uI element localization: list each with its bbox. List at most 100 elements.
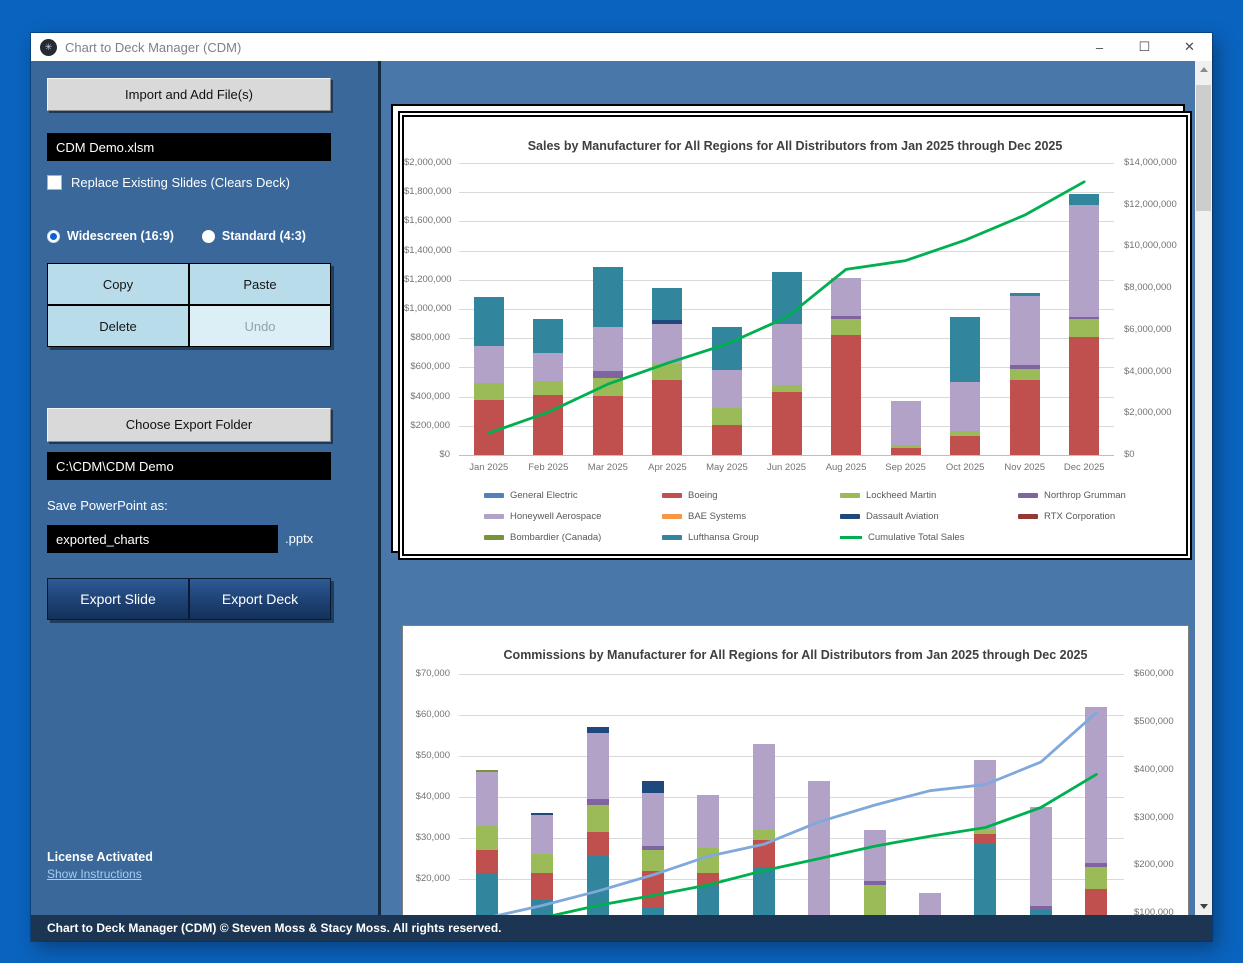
save-name-field[interactable]: exported_charts [47,525,278,553]
bar-segment [1085,706,1108,863]
bar-segment [711,408,742,426]
bar-segment [752,866,775,915]
gridline [459,250,1114,252]
export-path-field[interactable]: C:\CDM\CDM Demo [47,452,331,480]
bar-segment [1029,905,1052,910]
bar-segment [974,833,997,845]
bar-segment [531,872,554,900]
y-axis-tick-right: $4,000,000 [1124,365,1172,377]
gridline [459,756,1124,757]
bar-segment [652,319,683,325]
bar-segment [1069,319,1100,337]
replace-existing-checkbox[interactable] [47,175,62,190]
copy-button[interactable]: Copy [47,263,189,305]
export-slide-button[interactable]: Export Slide [47,578,189,620]
bar-segment [1069,205,1100,318]
y-axis-tick-left: $40,000 [415,791,450,802]
y-axis-tick-left: $2,000,000 [404,157,452,168]
y-axis-tick-right: $14,000,000 [1124,157,1177,168]
y-axis-tick-left: $50,000 [415,750,450,761]
legend-swatch [1018,493,1038,498]
scrollbar-thumb[interactable] [1196,85,1211,211]
chart-slide-commissions[interactable]: Commissions by Manufacturer for All Regi… [402,625,1189,915]
bar-segment [890,400,921,445]
legend-item: General Electric [484,485,662,506]
show-instructions-link[interactable]: Show Instructions [47,867,142,881]
x-axis-tick: Jan 2025 [469,462,509,473]
undo-button[interactable]: Undo [189,305,331,347]
legend-label: BAE Systems [688,511,747,522]
bar-segment [950,317,981,382]
y-axis-tick-left: $1,200,000 [404,273,452,285]
line-series-layer [487,180,1086,435]
bar-segment [531,854,554,873]
bar-segment [1069,336,1100,455]
y-axis-tick-left: $10,000 [403,914,450,915]
line-series [487,180,1086,435]
legend-label: Dassault Aviation [866,511,939,522]
chart-title: Commissions by Manufacturer for All Regi… [503,648,1088,662]
bar-segment [771,392,802,455]
replace-existing-label: Replace Existing Slides (Clears Deck) [71,175,290,190]
widescreen-radio[interactable] [47,229,60,243]
x-axis-tick: May 2025 [706,462,748,473]
y-axis-tick-right: $200,000 [1134,859,1174,871]
status-bar: Chart to Deck Manager (CDM) © Steven Mos… [31,915,1212,941]
save-as-label: Save PowerPoint as: [47,498,168,513]
license-status: License Activated [47,850,153,864]
y-axis-tick-left: $1,800,000 [404,186,452,198]
legend-label: General Electric [510,490,578,501]
y-axis-tick-right: $300,000 [1134,811,1174,823]
bar-segment [863,881,886,886]
bar-segment [831,335,862,455]
bar-segment [473,382,504,401]
bar-segment [697,885,720,915]
vertical-scrollbar[interactable] [1195,61,1212,915]
y-axis-tick-left: $1,600,000 [404,215,452,227]
minimize-button[interactable]: – [1095,39,1104,55]
legend-item: BAE Systems [662,506,840,527]
legend-swatch [840,493,860,498]
y-axis-tick-left: $200,000 [410,419,450,431]
bar-segment [752,829,775,841]
bar-segment [1029,909,1052,915]
workbook-file-field[interactable]: CDM Demo.xlsm [47,133,331,161]
x-axis-tick: Aug 2025 [825,462,867,473]
plot-area [459,674,1124,915]
bar-segment [752,743,775,830]
scroll-up-arrow-icon[interactable] [1195,61,1212,78]
paste-button[interactable]: Paste [189,263,331,305]
import-files-button[interactable]: Import and Add File(s) [47,78,331,111]
bar-segment [950,436,981,455]
bar-segment [950,382,981,431]
export-deck-button[interactable]: Export Deck [189,578,331,620]
close-button[interactable]: ✕ [1184,39,1195,54]
y-axis-tick-left: $0 [439,449,450,460]
scroll-down-arrow-icon[interactable] [1195,898,1212,915]
app-window: ✳ Chart to Deck Manager (CDM) – ☐ ✕ Impo… [31,33,1212,941]
y-axis-tick-left: $20,000 [415,873,450,884]
bar-segment [1069,193,1100,206]
gridline [459,797,1124,798]
bar-segment [831,315,862,319]
legend-swatch [662,514,682,519]
bar-segment [652,287,683,320]
chart-legend: General Electric Boeing Lockheed Martin Nor… [484,485,1196,548]
bar-segment [652,324,683,365]
chart-slide-sales[interactable]: Sales by Manufacturer for All Regions fo… [391,104,1192,560]
choose-export-folder-button[interactable]: Choose Export Folder [47,408,331,442]
app-icon: ✳ [40,38,57,56]
bar-segment [1085,866,1108,890]
delete-button[interactable]: Delete [47,305,189,347]
x-axis-tick: Dec 2025 [1063,462,1105,473]
gridline [459,192,1114,194]
bar-segment [863,829,886,882]
y-axis-tick-right: $0 [1124,449,1135,460]
maximize-button[interactable]: ☐ [1138,39,1151,54]
widescreen-radio-label: Widescreen (16:9) [67,229,174,243]
y-axis-tick-right: $12,000,000 [1124,198,1177,210]
legend-label: Northrop Grumman [1044,490,1126,501]
bar-segment [475,850,498,873]
bar-segment [586,799,609,806]
standard-radio[interactable] [201,229,215,243]
